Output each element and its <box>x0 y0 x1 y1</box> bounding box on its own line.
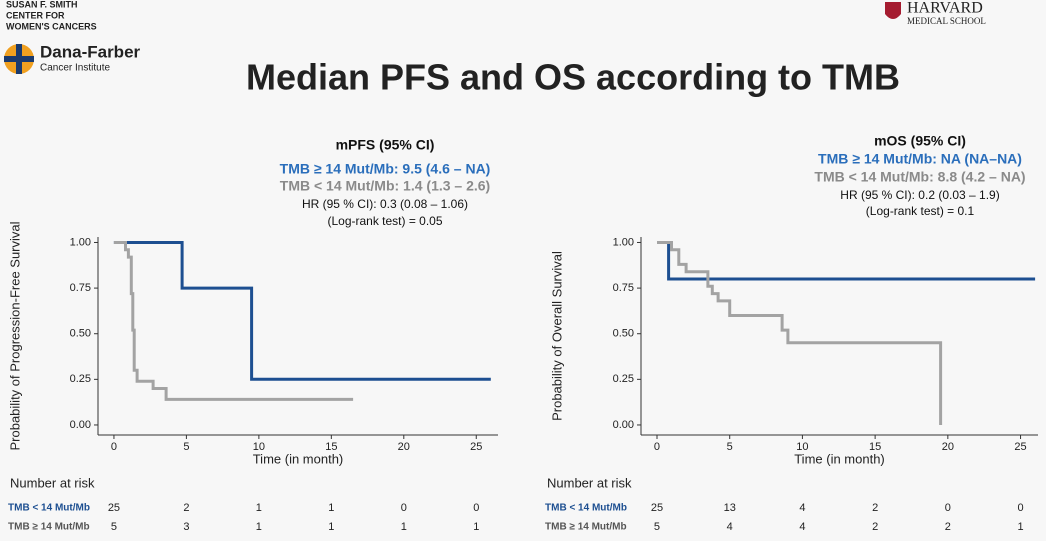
x-tick-label: 10 <box>796 441 808 453</box>
risk-count: 4 <box>727 521 733 533</box>
logo-text: SUSAN F. SMITH <box>6 0 78 9</box>
y-tick-label: 0.25 <box>613 373 634 385</box>
risk-table-title: Number at risk <box>10 475 95 490</box>
x-axis-label: Time (in month) <box>794 451 885 466</box>
annotation: HR (95 % CI): 0.3 (0.08 – 1.06) <box>302 197 468 211</box>
x-axis-label: Time (in month) <box>253 451 344 466</box>
x-tick-label: 10 <box>253 441 265 453</box>
x-tick-label: 0 <box>111 441 117 453</box>
risk-count: 13 <box>724 502 736 514</box>
dfci-icon <box>4 44 34 74</box>
y-tick-label: 0.25 <box>70 373 91 385</box>
survival-curve <box>113 241 491 381</box>
risk-count: 2 <box>872 502 878 514</box>
risk-count: 1 <box>401 521 407 533</box>
risk-count: 1 <box>256 521 262 533</box>
risk-count: 5 <box>654 521 660 533</box>
risk-count: 2 <box>183 502 189 514</box>
risk-count: 1 <box>256 502 262 514</box>
logo-text: CENTER FOR <box>6 10 65 20</box>
x-tick-label: 5 <box>183 441 189 453</box>
risk-count: 0 <box>1017 502 1023 514</box>
risk-count: 5 <box>111 521 117 533</box>
logo-text: Cancer Institute <box>40 63 110 74</box>
risk-row-label: TMB < 14 Mut/Mb <box>8 503 90 514</box>
harvard-shield <box>885 2 901 19</box>
slide-title: Median PFS and OS according to TMB <box>246 57 900 98</box>
annotation: TMB < 14 Mut/Mb: 8.8 (4.2 – NA) <box>814 169 1025 185</box>
y-tick-label: 0.75 <box>70 282 91 294</box>
risk-count: 25 <box>108 502 120 514</box>
logo-text: MEDICAL SCHOOL <box>907 16 986 26</box>
risk-count: 4 <box>799 521 805 533</box>
risk-row-label: TMB ≥ 14 Mut/Mb <box>8 522 90 533</box>
annotation: (Log-rank test) = 0.05 <box>327 214 442 228</box>
annotation: mOS (95% CI) <box>874 133 966 149</box>
x-tick-label: 20 <box>398 441 410 453</box>
y-tick-label: 0.50 <box>613 328 634 340</box>
annotation: TMB ≥ 14 Mut/Mb: 9.5 (4.6 – NA) <box>280 161 491 177</box>
risk-row-label: TMB < 14 Mut/Mb <box>545 503 627 514</box>
risk-count: 0 <box>945 502 951 514</box>
risk-count: 25 <box>651 502 663 514</box>
risk-count: 0 <box>473 502 479 514</box>
annotation: HR (95 % CI): 0.2 (0.03 – 1.9) <box>840 188 999 202</box>
risk-count: 1 <box>328 521 334 533</box>
x-tick-label: 25 <box>470 441 482 453</box>
annotation: TMB ≥ 14 Mut/Mb: NA (NA–NA) <box>818 151 1022 167</box>
x-tick-label: 15 <box>869 441 881 453</box>
y-tick-label: 0.75 <box>613 282 634 294</box>
logo-text: HARVARD <box>907 0 983 17</box>
y-tick-label: 0.00 <box>613 419 634 431</box>
y-tick-label: 1.00 <box>70 236 91 248</box>
risk-count: 1 <box>328 502 334 514</box>
annotation: TMB < 14 Mut/Mb: 1.4 (1.3 – 2.6) <box>280 178 490 194</box>
y-tick-label: 1.00 <box>613 236 634 248</box>
risk-count: 4 <box>799 502 805 514</box>
y-tick-label: 0.50 <box>70 328 91 340</box>
y-tick-label: 0.00 <box>70 419 91 431</box>
x-tick-label: 25 <box>1014 441 1026 453</box>
y-axis-label: Probability of Progression-Free Survival <box>7 221 22 450</box>
risk-count: 2 <box>945 521 951 533</box>
logo-text: Dana-Farber <box>40 42 141 61</box>
risk-count: 0 <box>401 502 407 514</box>
x-tick-label: 5 <box>727 441 733 453</box>
risk-count: 2 <box>872 521 878 533</box>
x-tick-label: 20 <box>942 441 954 453</box>
annotation: mPFS (95% CI) <box>336 137 435 153</box>
risk-table-title: Number at risk <box>547 475 632 490</box>
survival-curve <box>657 241 943 425</box>
logo-text: WOMEN'S CANCERS <box>6 21 97 31</box>
survival-curve <box>113 241 354 401</box>
x-tick-label: 15 <box>325 441 337 453</box>
risk-count: 1 <box>473 521 479 533</box>
risk-count: 3 <box>183 521 189 533</box>
y-axis-label: Probability of Overall Survival <box>549 251 564 421</box>
annotation: (Log-rank test) = 0.1 <box>866 204 975 218</box>
risk-row-label: TMB ≥ 14 Mut/Mb <box>545 522 627 533</box>
risk-count: 1 <box>1017 521 1023 533</box>
x-tick-label: 0 <box>654 441 660 453</box>
